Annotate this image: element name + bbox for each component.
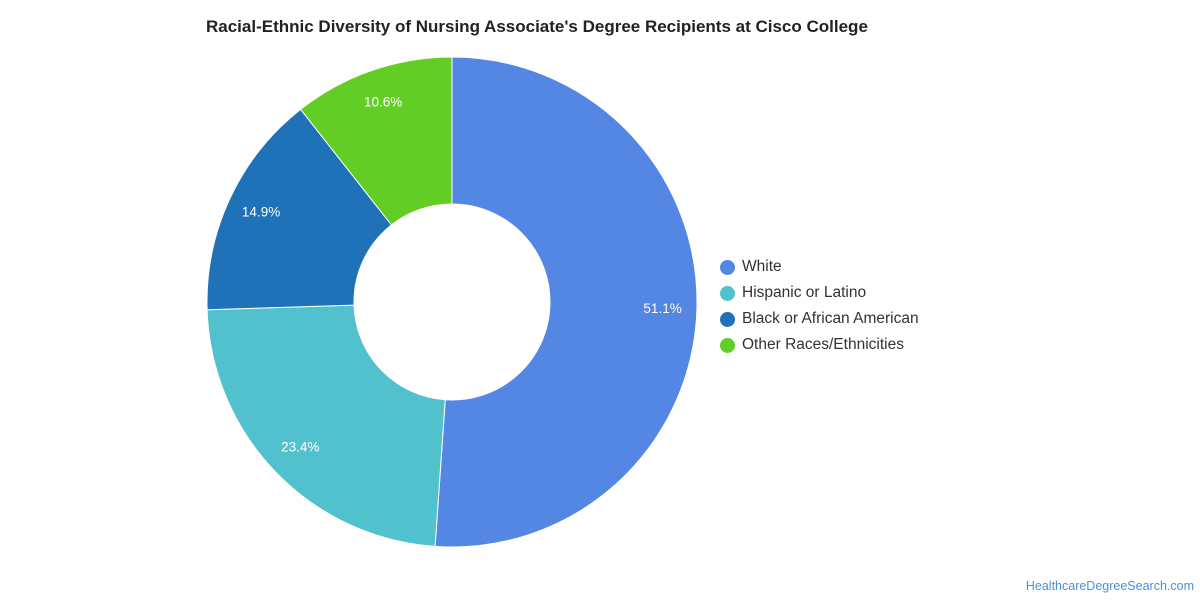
legend-swatch-black-or-african-american (720, 311, 735, 327)
chart-title: Racial-Ethnic Diversity of Nursing Assoc… (206, 17, 868, 36)
donut-slice-black-or-african-american[interactable] (206, 108, 393, 311)
legend-label-white: White (742, 258, 782, 275)
slice-label-other-races-ethnicities: 10.6% (364, 94, 402, 109)
donut-slice-white[interactable] (434, 56, 698, 548)
donut-slices (206, 56, 698, 548)
slice-label-black-or-african-american: 14.9% (242, 204, 280, 219)
legend-item-other-races-ethnicities[interactable]: Other Races/Ethnicities (720, 332, 919, 358)
legend-label-black-or-african-american: Black or African American (742, 310, 919, 327)
slice-label-white: 51.1% (643, 301, 681, 316)
donut-slice-other-races-ethnicities[interactable] (299, 56, 453, 226)
legend-swatch-hispanic-or-latino (720, 285, 735, 301)
slice-label-hispanic-or-latino: 23.4% (281, 440, 319, 455)
chart-legend: White Hispanic or Latino Black or Africa… (720, 254, 919, 358)
legend-swatch-white (720, 259, 735, 275)
donut-slice-labels: 51.1% 23.4% 14.9% 10.6% (242, 94, 682, 454)
legend-label-other-races-ethnicities: Other Races/Ethnicities (742, 336, 904, 353)
legend-label-hispanic-or-latino: Hispanic or Latino (742, 284, 867, 301)
legend-swatch-other-races-ethnicities (720, 337, 735, 353)
legend-item-black-or-african-american[interactable]: Black or African American (720, 306, 919, 332)
donut-slice-hispanic-or-latino[interactable] (206, 304, 446, 547)
legend-item-hispanic-or-latino[interactable]: Hispanic or Latino (720, 280, 919, 306)
legend-item-white[interactable]: White (720, 254, 919, 280)
source-link[interactable]: HealthcareDegreeSearch.com (1025, 579, 1194, 593)
